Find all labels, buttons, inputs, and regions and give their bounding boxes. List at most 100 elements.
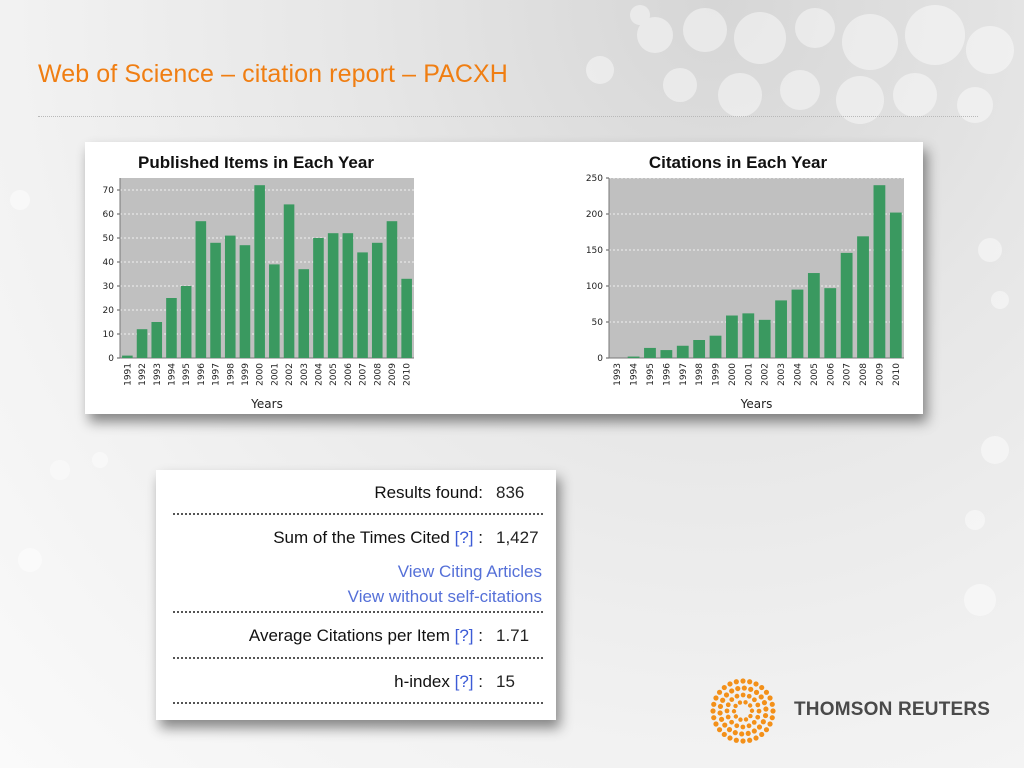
logo-dot bbox=[753, 681, 759, 687]
logo-dot bbox=[718, 716, 725, 722]
help-link[interactable]: [?] bbox=[454, 528, 474, 547]
logo-dot bbox=[753, 735, 759, 741]
y-tick-label: 150 bbox=[586, 246, 603, 256]
bar-1998 bbox=[224, 235, 236, 358]
logo-dot bbox=[743, 717, 749, 722]
logo-dot bbox=[747, 679, 753, 685]
x-tick-label: 1991 bbox=[123, 363, 133, 386]
logo-dot bbox=[729, 697, 735, 703]
logo-dot bbox=[716, 727, 723, 733]
bar-2005 bbox=[327, 233, 339, 358]
x-tick-label: 1996 bbox=[662, 363, 672, 386]
x-tick-label: 1994 bbox=[630, 363, 640, 386]
bar-1998 bbox=[693, 340, 706, 358]
y-tick-label: 40 bbox=[103, 258, 115, 268]
page-title: Web of Science – citation report – PACXH bbox=[38, 60, 508, 88]
x-tick-label: 2005 bbox=[810, 363, 820, 386]
y-tick-label: 10 bbox=[103, 330, 115, 340]
x-tick-label: 2008 bbox=[373, 363, 383, 386]
x-tick-label: 2001 bbox=[270, 363, 280, 386]
bar-1992 bbox=[136, 329, 148, 358]
logo-dot bbox=[723, 692, 730, 698]
logo-dot bbox=[740, 738, 746, 744]
bar-2006 bbox=[342, 233, 354, 358]
colon: : bbox=[478, 672, 483, 691]
logo-dot bbox=[711, 701, 717, 707]
bar-1997 bbox=[210, 242, 221, 358]
logo-dot bbox=[763, 727, 770, 733]
bar-1993 bbox=[151, 322, 163, 358]
logo-dot bbox=[747, 737, 753, 743]
bar-2001 bbox=[269, 264, 280, 358]
x-tick-label: 1995 bbox=[182, 363, 192, 386]
results-found-label: Results found: bbox=[374, 483, 483, 502]
logo-dot bbox=[738, 717, 743, 722]
logo-dot bbox=[751, 697, 757, 703]
bar-1991 bbox=[122, 355, 133, 358]
logo-dot bbox=[769, 715, 775, 721]
x-tick-label: 2000 bbox=[728, 363, 738, 386]
bar-2009 bbox=[873, 185, 886, 358]
h-index-row: h-index [?] : 15 bbox=[173, 672, 543, 696]
chart-title: Published Items in Each Year bbox=[138, 153, 374, 172]
logo-dot bbox=[713, 695, 719, 701]
view-citing-articles-link[interactable]: View Citing Articles bbox=[397, 562, 542, 581]
view-without-self-citations-link[interactable]: View without self-citations bbox=[347, 587, 542, 606]
h-index-label: h-index bbox=[394, 672, 450, 691]
x-tick-label: 2004 bbox=[793, 363, 803, 386]
x-tick-label: 1995 bbox=[646, 363, 656, 386]
logo-dot bbox=[763, 706, 769, 712]
citation-stats-panel: Results found: 836 Sum of the Times Cite… bbox=[156, 470, 556, 720]
logo-dot bbox=[726, 727, 733, 733]
results-found-row: Results found: 836 bbox=[173, 483, 543, 507]
logo-dot bbox=[767, 695, 773, 701]
bar-2002 bbox=[283, 204, 295, 358]
bar-1994 bbox=[627, 356, 640, 358]
y-tick-label: 0 bbox=[597, 354, 603, 364]
x-tick-label: 2006 bbox=[344, 363, 354, 386]
help-link[interactable]: [?] bbox=[454, 626, 474, 645]
x-tick-label: 2005 bbox=[329, 363, 339, 386]
bar-2001 bbox=[742, 313, 755, 358]
divider bbox=[173, 513, 543, 515]
x-axis-label: Years bbox=[250, 397, 283, 411]
logo-dot bbox=[733, 737, 739, 743]
logo-dot bbox=[724, 708, 730, 714]
logo-dot bbox=[732, 730, 738, 736]
logo-dot bbox=[729, 719, 735, 725]
x-tick-label: 1998 bbox=[226, 363, 236, 386]
colon: : bbox=[478, 528, 483, 547]
sum-times-cited-label-group: Sum of the Times Cited [?] : bbox=[273, 528, 483, 548]
h-index-label-group: h-index [?] : bbox=[394, 672, 483, 692]
bar-2010 bbox=[401, 278, 412, 358]
x-tick-label: 2007 bbox=[843, 363, 853, 386]
logo-dot bbox=[745, 730, 751, 737]
y-tick-label: 100 bbox=[586, 282, 603, 292]
x-tick-label: 2001 bbox=[744, 363, 754, 386]
x-tick-label: 2003 bbox=[300, 363, 310, 386]
chart-1: Published Items in Each Year 0 10 20 30 40 50 6… bbox=[103, 153, 414, 411]
bar-2004 bbox=[791, 289, 804, 358]
x-tick-label: 2010 bbox=[892, 363, 902, 386]
x-tick-label: 2003 bbox=[777, 363, 787, 386]
logo-dot bbox=[720, 697, 726, 703]
bar-1999 bbox=[239, 245, 251, 358]
sum-times-cited-row: Sum of the Times Cited [?] : 1,427 bbox=[173, 528, 543, 552]
logo-dot bbox=[749, 708, 755, 713]
bar-1995 bbox=[644, 347, 656, 358]
title-divider bbox=[38, 116, 978, 117]
logo-dot bbox=[717, 710, 723, 716]
charts-panel: Published Items in Each Year 0 10 20 30 40 50 6… bbox=[85, 142, 923, 414]
logo-dot bbox=[758, 694, 764, 700]
bar-1996 bbox=[660, 350, 673, 358]
x-tick-label: 1999 bbox=[241, 363, 251, 386]
x-axis-label: Years bbox=[740, 397, 773, 411]
logo-dot bbox=[727, 735, 733, 741]
y-tick-label: 70 bbox=[103, 186, 115, 196]
x-tick-label: 1996 bbox=[197, 363, 207, 386]
help-link[interactable]: [?] bbox=[454, 672, 474, 691]
logo-dot bbox=[769, 701, 775, 707]
bar-2008 bbox=[371, 242, 383, 358]
colon: : bbox=[478, 626, 483, 645]
logo-dot bbox=[756, 724, 763, 730]
